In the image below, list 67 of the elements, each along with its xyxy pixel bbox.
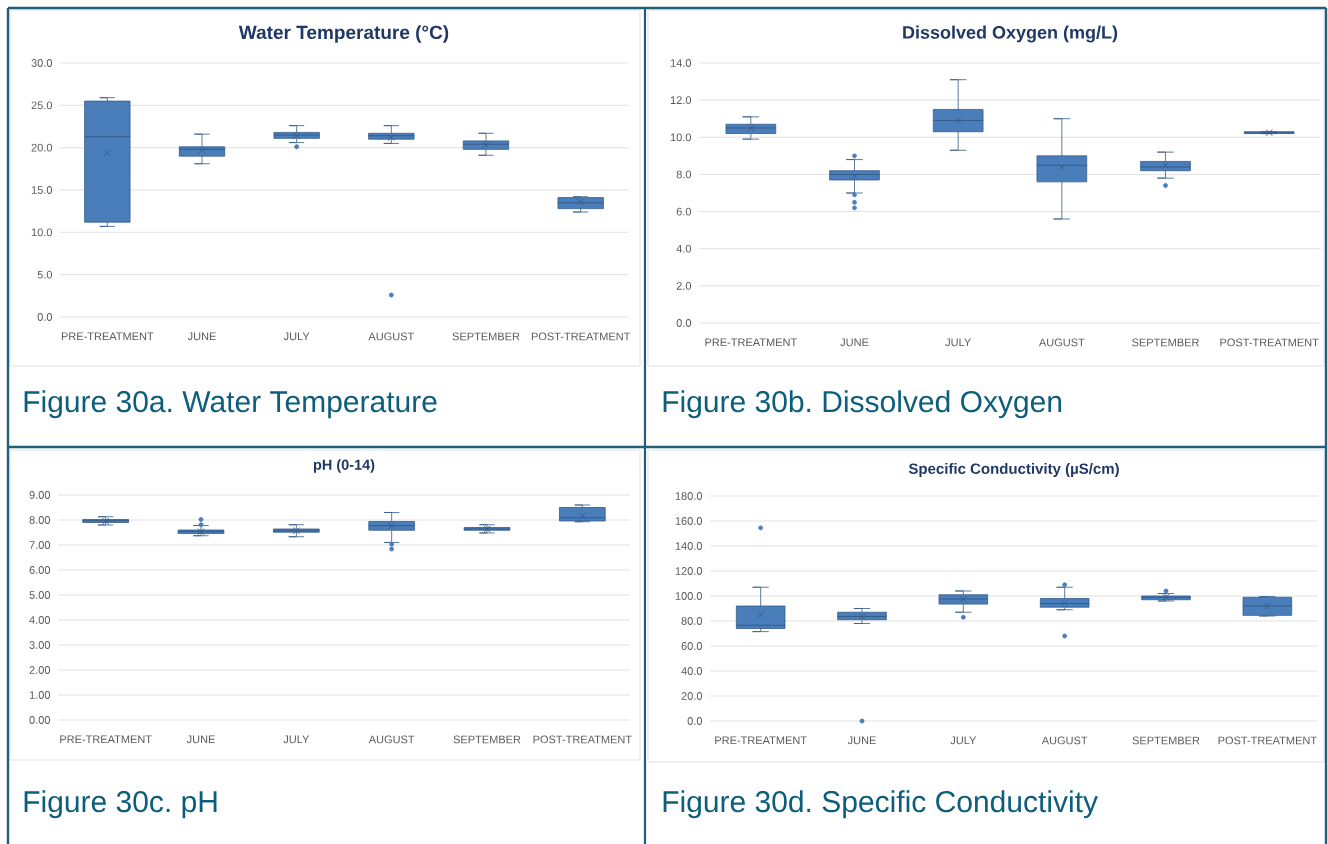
y-tick-label: 60.0 — [681, 642, 703, 650]
x-tick-label: POST-TREATMENT — [1218, 736, 1317, 745]
x-tick-label: AUGUST — [1038, 338, 1085, 347]
caption: Figure 30b. Dissolved Oxygen — [663, 390, 1062, 419]
x-tick-label: POST-TREATMENT — [533, 735, 632, 744]
x-tick-label: AUGUST — [368, 735, 415, 744]
y-tick-label: 80.0 — [681, 617, 703, 625]
x-tick-label: PRE-TREATMENT — [705, 338, 797, 347]
y-tick-label: 3.00 — [29, 641, 51, 649]
x-tick-label: SEPTEMBER — [453, 735, 521, 744]
y-tick-label: 10.0 — [31, 228, 53, 237]
x-tick-label: JULY — [283, 735, 310, 744]
y-tick-label: 120.0 — [675, 567, 703, 575]
y-tick-label: 1.00 — [29, 691, 51, 699]
y-tick-label: 4.0 — [676, 244, 692, 253]
x-tick-label: JUNE — [187, 332, 216, 341]
x-tick-label: JUNE — [847, 736, 876, 745]
y-tick-label: 0.0 — [37, 313, 53, 321]
x-tick-label: JULY — [283, 332, 310, 341]
y-tick-label: 7.00 — [29, 541, 51, 549]
x-tick-label: PRE-TREATMENT — [61, 332, 154, 341]
caption: Figure 30d. Specific Conductivity — [663, 790, 1098, 819]
y-tick-label: 2.0 — [676, 281, 692, 290]
x-tick-label: SEPTEMBER — [1132, 338, 1199, 347]
y-tick-label: 8.0 — [676, 170, 692, 179]
chart-title: Specific Conductivity (µS/cm) — [908, 463, 1119, 477]
y-tick-label: 20.0 — [31, 143, 53, 152]
y-tick-label: 15.0 — [31, 186, 53, 194]
x-tick-label: POST-TREATMENT — [1220, 338, 1319, 347]
chart-title: Dissolved Oxygen (mg/L) — [903, 25, 1118, 43]
y-tick-label: 6.0 — [676, 207, 692, 216]
y-tick-label: 100.0 — [675, 592, 703, 600]
x-tick-label: JULY — [945, 338, 971, 347]
y-tick-label: 2.00 — [29, 666, 51, 674]
y-tick-label: 20.0 — [681, 692, 703, 700]
y-tick-label: 5.00 — [29, 591, 51, 599]
x-tick-label: JUNE — [840, 338, 869, 347]
x-tick-label: PRE-TREATMENT — [715, 736, 807, 745]
y-tick-label: 40.0 — [681, 667, 703, 675]
x-tick-label: AUGUST — [1041, 736, 1088, 745]
x-tick-label: JUNE — [186, 735, 215, 744]
y-tick-label: 14.0 — [670, 59, 692, 67]
y-tick-label: 30.0 — [31, 59, 53, 67]
y-tick-label: 10.0 — [670, 133, 692, 142]
chart-title: Water Temperature (°C) — [238, 25, 449, 43]
x-tick-label: POST-TREATMENT — [531, 332, 631, 341]
y-tick-label: 25.0 — [31, 101, 53, 110]
caption: Figure 30a. Water Temperature — [24, 390, 437, 419]
y-tick-label: 0.0 — [676, 319, 692, 327]
x-tick-label: AUGUST — [368, 332, 414, 341]
x-tick-label: SEPTEMBER — [1132, 736, 1200, 745]
y-tick-label: 12.0 — [670, 96, 692, 105]
y-tick-label: 0.0 — [687, 717, 703, 725]
y-tick-label: 180.0 — [675, 492, 703, 500]
x-tick-label: JULY — [950, 736, 977, 745]
y-tick-label: 140.0 — [675, 542, 703, 550]
y-tick-label: 160.0 — [675, 517, 703, 525]
y-tick-label: 8.00 — [29, 516, 51, 524]
y-tick-label: 0.00 — [29, 716, 51, 724]
y-tick-label: 5.0 — [37, 270, 53, 279]
chart-title: pH (0-14) — [313, 459, 375, 473]
caption: Figure 30c. pH — [24, 790, 217, 819]
x-tick-label: PRE-TREATMENT — [60, 735, 152, 744]
y-tick-label: 6.00 — [29, 566, 51, 574]
y-tick-label: 4.00 — [29, 616, 51, 624]
y-tick-label: 9.00 — [29, 491, 51, 499]
x-tick-label: SEPTEMBER — [452, 332, 520, 341]
